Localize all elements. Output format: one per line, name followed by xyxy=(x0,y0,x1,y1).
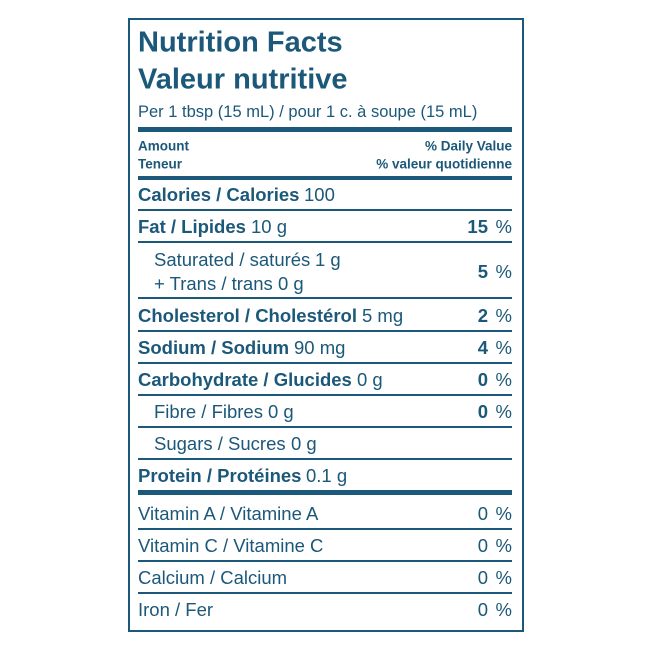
serving: Per 1 tbsp (15 mL) / pour 1 c. à soupe (… xyxy=(138,102,478,121)
col-dv: % Daily Value xyxy=(424,138,512,154)
daily-value-unit: % xyxy=(495,534,512,556)
nutrient-name: Iron / Fer xyxy=(138,598,214,620)
nutrient-name: Cholesterol / Cholestérol xyxy=(138,304,357,326)
daily-value-unit: % xyxy=(495,336,512,358)
col-dv-fr: % valeur quotidienne xyxy=(376,156,512,172)
nutrient-amount: 10 g xyxy=(251,215,288,237)
daily-value-unit: % xyxy=(495,215,512,237)
nutrient-amount: 0 g xyxy=(278,272,304,294)
nutrient-name: Fibre / Fibres xyxy=(154,400,263,422)
daily-value-unit: % xyxy=(495,260,512,282)
daily-value: 0 xyxy=(477,502,488,524)
daily-value: 15 xyxy=(467,215,488,237)
nutrient-amount: 0 g xyxy=(357,368,383,390)
daily-value-unit: % xyxy=(495,304,512,326)
daily-value: 4 xyxy=(477,336,488,358)
label-border xyxy=(128,18,524,632)
rule xyxy=(138,528,512,530)
nutrient-amount: 0.1 g xyxy=(306,464,348,486)
rule xyxy=(138,209,512,211)
nutrient-name: Calories / Calories xyxy=(138,183,300,205)
daily-value: 0 xyxy=(477,400,488,422)
rule xyxy=(138,362,512,364)
rule xyxy=(138,426,512,428)
nutrient-name: Sugars / Sucres xyxy=(154,432,286,454)
nutrient-amount: 0 g xyxy=(268,400,294,422)
rule xyxy=(138,241,512,243)
title-fr: Valeur nutritive xyxy=(138,63,348,96)
rule xyxy=(138,126,512,132)
nutrient-name: Vitamin C / Vitamine C xyxy=(138,534,324,556)
rule xyxy=(138,592,512,594)
daily-value: 0 xyxy=(477,368,488,390)
nutrient-name: Saturated / saturés xyxy=(154,248,311,270)
rule xyxy=(138,394,512,396)
nutrient-name: Calcium / Calcium xyxy=(138,566,288,588)
rule xyxy=(138,330,512,332)
nutrient-name: + Trans / trans xyxy=(154,272,273,294)
daily-value-unit: % xyxy=(495,368,512,390)
daily-value-unit: % xyxy=(495,566,512,588)
rule xyxy=(138,176,512,180)
col-amount: Amount xyxy=(138,138,189,154)
nutrient-amount: 0 g xyxy=(291,432,317,454)
nutrient-name: Carbohydrate / Glucides xyxy=(138,368,352,390)
rule xyxy=(138,560,512,562)
rule xyxy=(138,489,512,495)
nutrient-amount: 5 mg xyxy=(362,304,404,326)
nutrient-name: Protein / Protéines xyxy=(138,464,302,486)
nutrient-name: Fat / Lipides xyxy=(138,215,246,237)
nutrient-amount: 90 mg xyxy=(294,336,346,358)
daily-value: 0 xyxy=(477,598,488,620)
daily-value: 0 xyxy=(477,534,488,556)
col-amount-fr: Teneur xyxy=(138,156,183,172)
daily-value-unit: % xyxy=(495,400,512,422)
rule xyxy=(138,297,512,299)
nutrient-amount: 100 xyxy=(304,183,335,205)
nutrient-amount: 1 g xyxy=(315,248,341,270)
nutrient-name: Sodium / Sodium xyxy=(138,336,290,358)
daily-value-unit: % xyxy=(495,598,512,620)
title: Nutrition Facts xyxy=(138,26,343,59)
rule xyxy=(138,458,512,460)
daily-value: 2 xyxy=(477,304,488,326)
daily-value-unit: % xyxy=(495,502,512,524)
nutrient-name: Vitamin A / Vitamine A xyxy=(138,502,319,524)
daily-value: 0 xyxy=(477,566,488,588)
daily-value: 5 xyxy=(477,260,488,282)
